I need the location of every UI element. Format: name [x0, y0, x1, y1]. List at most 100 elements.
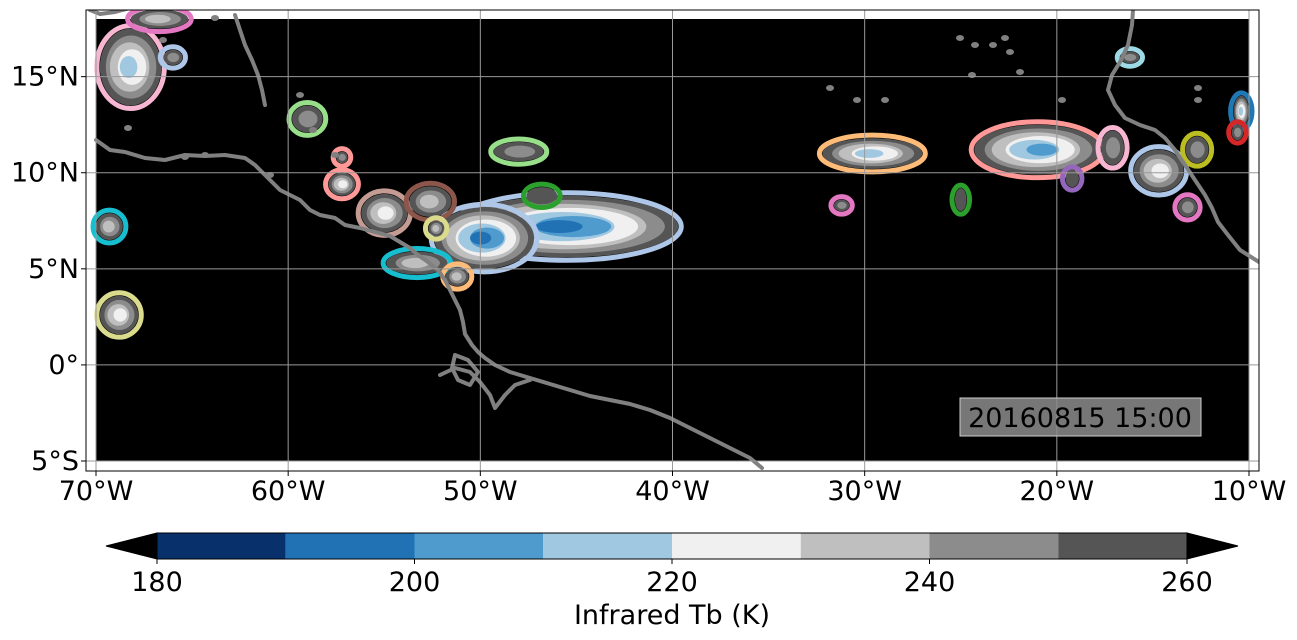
lon-tick-label: 50°W — [443, 476, 518, 507]
colorbar-tick-label: 220 — [646, 567, 698, 598]
island — [1016, 69, 1024, 75]
island — [1194, 97, 1202, 103]
colorbar-bin — [800, 533, 930, 559]
island — [853, 97, 861, 103]
islands-layer — [124, 15, 1202, 178]
cloud-system — [428, 201, 540, 275]
cloud-contour — [504, 145, 536, 158]
cloud-outline — [1172, 192, 1203, 223]
island — [1058, 97, 1066, 103]
cloud-system — [1095, 124, 1130, 171]
cloud-system — [323, 167, 361, 202]
cloud-system — [157, 44, 188, 71]
island — [296, 92, 304, 98]
island — [331, 152, 339, 158]
cloud-contour — [298, 110, 318, 128]
colorbar-tick-label: 240 — [904, 567, 956, 598]
cloud-system — [949, 182, 973, 217]
cloud-outline — [94, 290, 144, 340]
cloud-outline — [1059, 164, 1085, 193]
cloud-contour — [1065, 169, 1079, 188]
cloud-contour — [451, 272, 462, 281]
cloud-system — [816, 132, 928, 175]
colorbar-over-arrow — [1186, 532, 1239, 560]
island — [1006, 49, 1014, 55]
lon-tick-label: 20°W — [1020, 476, 1095, 507]
lon-tick-label: 60°W — [251, 476, 326, 507]
island — [989, 42, 997, 48]
lon-tick-label: 10°W — [1212, 476, 1287, 507]
cloud-contour — [432, 225, 440, 232]
cloud-contour — [113, 308, 127, 322]
cloud-outline — [286, 99, 329, 138]
lat-tick-label: 10°N — [11, 158, 79, 189]
cloud-system — [488, 136, 550, 167]
cloud-outline — [816, 132, 928, 175]
lat-tick-label: 5°N — [28, 254, 79, 285]
timestamp-text: 20160815 15:00 — [968, 403, 1192, 434]
cloud-contour — [837, 201, 847, 209]
gridlines — [81, 10, 1259, 476]
map-frame — [85, 9, 1260, 472]
cloud-contour — [419, 194, 439, 209]
cloud-contour — [1026, 143, 1058, 156]
cloud-system — [125, 10, 194, 35]
cloud-contour — [401, 257, 429, 269]
cloud-contour — [854, 149, 884, 158]
coastline-west-africa — [1106, 10, 1259, 264]
cloud-contour — [145, 14, 171, 24]
island — [181, 154, 189, 160]
cloud-contour — [338, 180, 348, 189]
cloud-contour — [119, 56, 138, 79]
cloud-outline — [1095, 124, 1130, 171]
island — [1001, 35, 1009, 41]
cloud-contour — [338, 153, 346, 161]
coastlines — [88, 10, 1259, 470]
cloud-system — [94, 23, 167, 111]
colorbar-ticks: 180 200 220 240 260 — [131, 559, 1213, 598]
cloud-outline — [1180, 130, 1215, 169]
colorbar-tick-label: 260 — [1161, 567, 1213, 598]
cloud-outline — [949, 182, 973, 217]
lat-tick-label: 0° — [48, 350, 79, 381]
island — [971, 42, 979, 48]
cloud-system — [403, 180, 458, 223]
cloud-contour — [526, 187, 558, 205]
colorbar-tick-label: 180 — [131, 567, 183, 598]
cloud-outline — [323, 167, 361, 202]
cloud-contour — [167, 52, 180, 63]
cloud-contour — [1124, 53, 1137, 61]
island — [956, 35, 964, 41]
cloud-outline — [90, 207, 129, 246]
cloud-outline — [828, 194, 855, 217]
cloud-system — [968, 119, 1107, 181]
coastline-amazon-islands — [450, 353, 480, 387]
island — [211, 15, 219, 21]
colorbar-bin — [414, 533, 544, 559]
cloud-system — [94, 290, 144, 340]
cloud-contour — [1151, 163, 1169, 179]
cloud-contour — [1234, 127, 1242, 138]
colorbar-bin — [672, 533, 801, 559]
longitude-tick-labels: 70°W 60°W 50°W 40°W 30°W 20°W 10°W — [59, 476, 1287, 507]
cloud-outline — [422, 215, 450, 242]
colorbar: 180 200 220 240 260 Infrared Tb (K) — [105, 532, 1239, 631]
cloud-outline — [1226, 119, 1249, 146]
cloud-contour — [1190, 141, 1205, 158]
cloud-system — [520, 181, 563, 210]
cloud-system — [286, 99, 329, 138]
island — [266, 172, 274, 178]
cloud-outline — [125, 10, 194, 35]
colorbar-bin — [543, 533, 672, 559]
cloud-system — [828, 194, 855, 217]
cloud-system — [1059, 164, 1085, 193]
lon-tick-label: 70°W — [59, 476, 134, 507]
cloud-outline — [520, 181, 563, 210]
cloud-contour — [377, 206, 394, 220]
island — [309, 127, 317, 133]
timestamp-background — [959, 397, 1202, 437]
latitude-tick-labels: 15°N 10°N 5°N 0° 5°S — [11, 62, 79, 477]
cloud-outline — [157, 44, 188, 71]
cloud-contour — [1238, 106, 1244, 116]
